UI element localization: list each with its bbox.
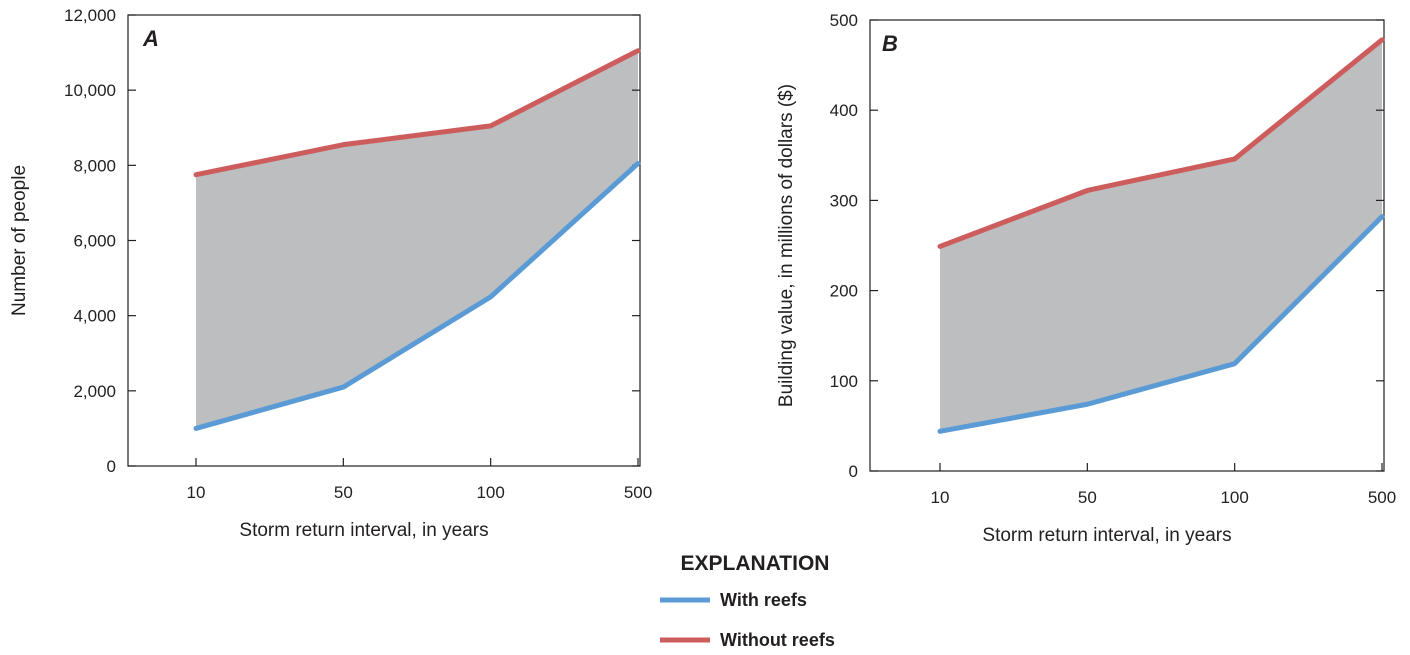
y-axis-label: Building value, in millions of dollars (…: [776, 84, 797, 407]
y-tick-label: 4,000: [73, 307, 116, 326]
legend-title: EXPLANATION: [681, 552, 830, 575]
panel-letter: A: [142, 26, 159, 51]
with-reefs-line: [193, 160, 641, 431]
x-tick-label: 500: [624, 483, 652, 502]
plot-frame: [869, 19, 1385, 472]
panel-b: 0 100 200 300 400 500 10 50 100 500 B Storm return …: [776, 11, 1396, 546]
x-tick-label: 50: [334, 483, 353, 502]
legend: EXPLANATION With reefs Without reefs: [660, 552, 835, 650]
y-tick-label: 300: [830, 191, 858, 210]
panel-letter: B: [882, 31, 898, 56]
x-tick-label: 100: [476, 483, 504, 502]
legend-label-with-reefs: With reefs: [720, 590, 807, 610]
shaded-band: [940, 39, 1382, 432]
y-tick-label: 500: [830, 11, 858, 30]
y-tick-label: 6,000: [73, 232, 116, 251]
y-tick-label: 400: [830, 101, 858, 120]
y-tick-label: 2,000: [73, 382, 116, 401]
x-axis-label: Storm return interval, in years: [982, 525, 1231, 546]
without-reefs-line: [193, 48, 641, 178]
without-reefs-line: [937, 37, 1385, 249]
y-tick-label: 10,000: [64, 81, 116, 100]
y-tick-label: 0: [849, 462, 858, 481]
x-tick-label: 10: [931, 488, 950, 507]
legend-label-without-reefs: Without reefs: [720, 630, 835, 650]
with-reefs-line: [937, 214, 1385, 434]
y-tick-label: 200: [830, 282, 858, 301]
x-axis-label: Storm return interval, in years: [239, 520, 488, 541]
x-tick-label: 10: [187, 483, 206, 502]
y-tick-label: 8,000: [73, 156, 116, 175]
x-tick-label: 100: [1220, 488, 1248, 507]
y-tick-label: 12,000: [64, 6, 116, 25]
x-tick-label: 50: [1078, 488, 1097, 507]
shaded-band: [196, 50, 638, 429]
y-axis-label: Number of people: [9, 165, 30, 316]
x-tick-label: 500: [1368, 488, 1396, 507]
y-tick-label: 0: [107, 457, 116, 476]
panel-a: 0 2,000 4,000 6,000 8,000 10,000 12,000 10 50 100…: [9, 6, 652, 541]
y-tick-label: 100: [830, 372, 858, 391]
